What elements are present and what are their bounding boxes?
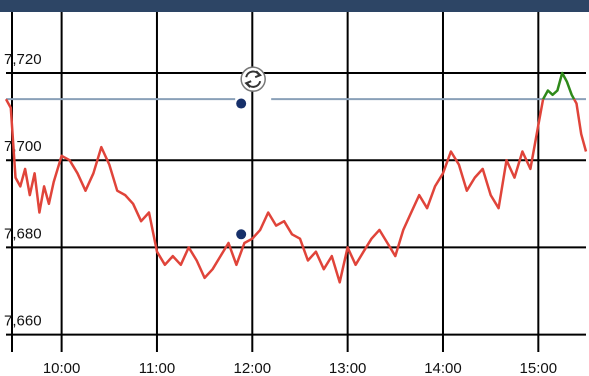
x-tick-label: 12:00 (234, 360, 272, 376)
icon-arrowhead-bottom (244, 80, 252, 88)
price-line-below-reference (4, 98, 545, 284)
price-line-below-reference (573, 98, 588, 152)
y-tick-label: 7,720 (4, 51, 42, 68)
y-tick-label: 7,660 (4, 313, 42, 330)
x-tick-label: 11:00 (139, 360, 175, 376)
price-series (4, 71, 588, 284)
chart-grid (6, 12, 586, 352)
x-tick-label: 14:00 (424, 360, 462, 376)
y-tick-label: 7,680 (4, 225, 42, 242)
exchange-arrows-icon[interactable] (240, 66, 266, 92)
x-tick-label: 15:00 (520, 360, 558, 376)
markers-group (236, 98, 247, 240)
data-marker (236, 229, 247, 240)
header-bar (0, 0, 589, 12)
y-tick-label: 7,700 (4, 138, 42, 155)
x-tick-label: 10:00 (43, 360, 81, 376)
icon-arrowhead-top (254, 70, 262, 79)
price-line-above-reference (542, 71, 576, 100)
data-marker (236, 98, 247, 109)
x-tick-label: 13:00 (329, 360, 367, 376)
x-axis-ticks: 10:00 11:00 12:00 13:00 14:00 15:00 (43, 360, 557, 376)
